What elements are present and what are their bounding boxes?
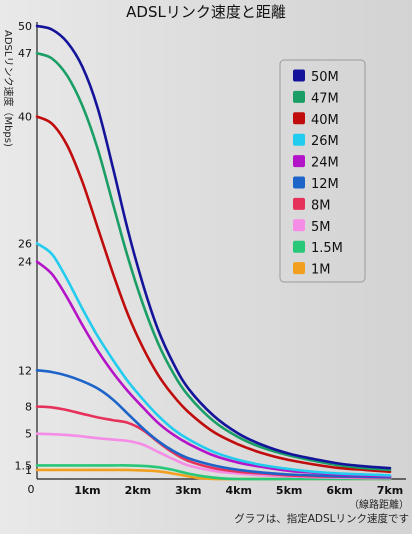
x-origin-label: 0 <box>28 483 35 496</box>
legend-label-26m: 26M <box>311 134 339 149</box>
legend-swatch-24m <box>293 155 305 168</box>
legend-swatch-1m <box>293 262 305 275</box>
legend-swatch-12m <box>293 176 305 189</box>
legend-label-5m: 5M <box>311 220 331 235</box>
legend-swatch-50m <box>293 69 305 82</box>
x-tick-label: 5km <box>276 484 302 497</box>
legend-swatch-5m <box>293 219 305 232</box>
x-tick-label: 1km <box>74 484 100 497</box>
x-tick-label: 4km <box>225 484 251 497</box>
series-line-50m <box>35 24 392 470</box>
series-line-47m <box>35 51 392 472</box>
y-tick-label: 40 <box>18 111 32 124</box>
legend-swatch-26m <box>293 133 305 146</box>
legend: 50M 47M 40M 26M 24M 12M 8M 5M 1.5M 1M <box>279 59 366 283</box>
series-line-40m <box>35 115 392 474</box>
series-line-26m <box>35 242 392 477</box>
legend-label-1m: 1M <box>311 263 331 278</box>
tick-labels-layer: 50 47 40 26 24 12 8 5 1.51 0 1km 2km 3km 4km 5km 6km 7km <box>15 20 404 497</box>
x-tick-label: 6km <box>326 484 352 497</box>
y-tick-label: 12 <box>18 364 32 377</box>
y-tick-label: 26 <box>18 237 32 250</box>
x-tick-label: 2km <box>125 484 151 497</box>
y-tick-label: 1.5 <box>15 459 33 472</box>
legend-label-47m: 47M <box>311 91 339 106</box>
series-lines-layer <box>35 24 392 481</box>
legend-label-12m: 12M <box>311 177 339 192</box>
y-tick-label: 1 <box>25 464 32 477</box>
chart-footnote: グラフは、指定ADSLリンク速度です <box>234 512 409 525</box>
legend-swatch-1-5m <box>293 240 305 253</box>
series-line-1-5m <box>35 464 392 481</box>
series-line-12m <box>35 369 392 479</box>
y-tick-label: 5 <box>25 428 32 441</box>
legend-swatch-8m <box>293 197 305 210</box>
x-tick-label: 3km <box>175 484 201 497</box>
y-tick-label: 47 <box>18 47 32 60</box>
legend-label-8m: 8M <box>311 198 331 213</box>
y-tick-label: 8 <box>25 401 32 414</box>
x-axis-title: （線路距離） <box>349 498 409 511</box>
series-line-24m <box>35 260 392 478</box>
legend-label-24m: 24M <box>311 156 339 171</box>
legend-swatch-47m <box>293 90 305 103</box>
y-tick-label: 24 <box>18 256 32 269</box>
legend-box <box>279 59 366 283</box>
legend-label-50m: 50M <box>311 70 339 85</box>
legend-label-40m: 40M <box>311 113 339 128</box>
y-axis-title: ADSLリンク速度（Mbps) <box>2 30 15 147</box>
legend-swatch-40m <box>293 112 305 125</box>
legend-label-1-5m: 1.5M <box>311 241 343 256</box>
x-tick-label: 7km <box>377 484 403 497</box>
y-tick-label: 50 <box>18 20 32 33</box>
chart-title: ADSLリンク速度と距離 <box>126 3 286 21</box>
